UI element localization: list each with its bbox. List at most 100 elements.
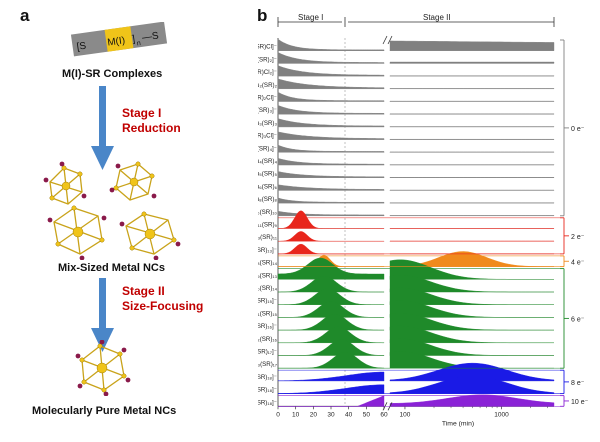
profile-stage1-row-0 xyxy=(277,38,385,51)
species-label-22: [Au₂₁(SR)₁₆]⁻ xyxy=(258,323,277,330)
panel-b-letter: b xyxy=(257,6,268,25)
species-label-14: Au₁₁(SR)₉ xyxy=(258,222,278,229)
species-label-11: Au₆(SR)₆ xyxy=(258,183,277,190)
profile-stage2-row-24 xyxy=(389,338,554,356)
species-label-7: [Au₃(SR)₃Cl]⁻ xyxy=(258,133,277,140)
xtick-label-linear-40: 40 xyxy=(345,411,353,418)
profile-stage1-row-10 xyxy=(277,171,385,178)
profile-stage2-row-20 xyxy=(389,287,554,305)
species-label-25: Au₂₃(SR)₁₇ xyxy=(258,361,277,368)
profile-stage2-row-21 xyxy=(389,300,554,318)
species-label-4: [Au₂(SR)₂Cl]⁻ xyxy=(258,95,277,102)
profile-stage2-row-19 xyxy=(389,274,554,293)
stage2-subtitle: Size-Focusing xyxy=(122,299,204,313)
profile-stage1-row-23 xyxy=(278,326,384,343)
profile-stage1-row-24 xyxy=(278,339,385,356)
profile-stage1-row-19 xyxy=(278,275,384,293)
species-label-20: [Au₂₀(SR)₁₅]⁻ xyxy=(258,298,277,305)
species-label-13: Au₁₀(SR)₁₀ xyxy=(258,209,277,216)
xtick-label-linear-10: 10 xyxy=(292,411,300,418)
species-label-16: [Au₁₅(SR)₁₃]⁻ xyxy=(258,247,277,254)
complex-chain-metal: M(I) xyxy=(107,35,126,48)
profile-stage1-row-20 xyxy=(278,288,384,305)
species-label-3: Au₂(SR)₂ xyxy=(258,82,278,89)
electron-count-label-1: 2 e⁻ xyxy=(571,234,585,241)
species-label-15: Au₁₃(SR)₁₁ xyxy=(258,234,277,241)
electron-count-label-2: 4 e⁻ xyxy=(571,259,585,266)
profile-stage1-row-16 xyxy=(278,243,384,255)
species-label-17: Au₁₈(SR)₁₄ xyxy=(258,260,277,267)
pure-nanocluster-illustration xyxy=(75,340,131,396)
species-label-10: Au₅(SR)₅ xyxy=(258,171,277,178)
break-mark-a-0 xyxy=(382,35,388,45)
species-label-2: [Au₂(SR)Cl₂]⁻ xyxy=(258,69,277,76)
profile-stage1-row-6 xyxy=(277,118,385,128)
xtick-label-linear-0: 0 xyxy=(276,411,280,418)
profile-stage1-row-22 xyxy=(278,313,384,331)
profile-stage2-row-28 xyxy=(389,394,555,407)
species-label-19: Au₂₀(SR)₁₄ xyxy=(258,285,277,292)
profile-stage1-row-13 xyxy=(277,210,385,216)
profile-stage1-row-8 xyxy=(277,144,385,153)
label-molecularly-pure-metal-ncs: Molecularly Pure Metal NCs xyxy=(32,405,177,417)
species-label-26: [Au₂₃(SR)₁₈]⁻ xyxy=(258,374,277,381)
xtick-label-linear-30: 30 xyxy=(327,411,335,418)
panel-a-letter: a xyxy=(20,6,30,25)
species-label-27: [Au₂₄(SR)₁₈]⁻ xyxy=(258,387,277,394)
profile-stage2-row-26 xyxy=(389,362,555,382)
profile-stage1-row-11 xyxy=(277,184,385,191)
electron-count-label-5: 10 e⁻ xyxy=(571,399,589,406)
profile-stage2-row-1 xyxy=(389,61,555,64)
species-label-18: Au₁₉(SR)₁₃ xyxy=(258,272,277,279)
profile-stage2-row-23 xyxy=(389,325,554,343)
complex-chain-diagram: [S M(I) ] n —S xyxy=(70,22,168,57)
profile-stage1-row-12 xyxy=(277,197,385,204)
stage2-label: Stage II xyxy=(423,13,451,22)
species-label-1: [Au(SR)₂]⁻ xyxy=(258,56,277,63)
species-label-21: Au₂₁(SR)₁₅ xyxy=(258,310,278,317)
species-label-24: [Au₂₂(SR)₁₇]⁻ xyxy=(258,349,277,356)
profile-stage1-row-26 xyxy=(277,371,385,382)
profile-stage1-row-2 xyxy=(277,65,385,77)
species-label-8: [Au₃(SR)₄]⁻ xyxy=(258,145,277,152)
xtick-label-log-1000: 1000 xyxy=(494,411,509,418)
complex-chain-tail: —S xyxy=(141,30,159,43)
label-mix-sized-metal-ncs: Mix-Sized Metal NCs xyxy=(58,262,165,274)
axis-break-gap xyxy=(384,30,390,409)
profile-stage1-row-14 xyxy=(277,210,384,229)
species-label-9: Au₄(SR)₄ xyxy=(258,158,277,165)
species-label-6: Au₃(SR)₃ xyxy=(258,120,277,127)
xtick-label-linear-60: 60 xyxy=(380,411,388,418)
profile-stage1-row-3 xyxy=(277,78,385,89)
complex-chain-left: [S xyxy=(76,41,87,53)
mixed-nanocluster-illustration xyxy=(43,161,181,260)
profile-stage2-row-27 xyxy=(389,375,555,394)
profile-stage2-row-18 xyxy=(389,259,554,280)
stage2-title: Stage II xyxy=(122,284,165,298)
species-time-ridge-plot: Stage I Stage II [Au(SR)Cl]⁻ [Au(SR)₂]⁻ [Au₂… xyxy=(258,13,589,427)
profile-stage1-row-1 xyxy=(277,52,385,64)
profile-stage1-row-21 xyxy=(278,301,384,318)
break-mark-b-0 xyxy=(387,35,393,45)
stage1-subtitle: Reduction xyxy=(122,121,181,135)
profile-stage2-row-22 xyxy=(389,312,554,331)
stage1-title: Stage I xyxy=(122,106,162,120)
profile-stage1-row-5 xyxy=(277,105,385,115)
profile-stage1-row-27 xyxy=(277,384,385,394)
species-label-0: [Au(SR)Cl]⁻ xyxy=(258,44,277,51)
electron-count-label-4: 8 e⁻ xyxy=(571,380,585,387)
xtick-label-linear-50: 50 xyxy=(363,411,371,418)
species-label-5: [Au₂(SR)₃]⁻ xyxy=(258,107,277,114)
complex-chain-right: ] xyxy=(131,34,136,45)
profile-stage1-row-4 xyxy=(277,91,385,102)
xtick-label-linear-20: 20 xyxy=(310,411,318,418)
stage1-label: Stage I xyxy=(298,13,323,22)
arrow-stage1 xyxy=(91,86,114,170)
xtick-label-log-100: 100 xyxy=(400,411,411,418)
species-label-23: Au₂₂(SR)₁₆ xyxy=(258,336,278,343)
profile-stage1-row-9 xyxy=(277,157,385,166)
profile-stage2-row-0 xyxy=(389,40,555,51)
profile-stage1-row-28 xyxy=(278,395,385,407)
label-mi-sr-complexes: M(I)-SR Complexes xyxy=(62,68,163,80)
x-axis-label: Time (min) xyxy=(442,420,474,427)
